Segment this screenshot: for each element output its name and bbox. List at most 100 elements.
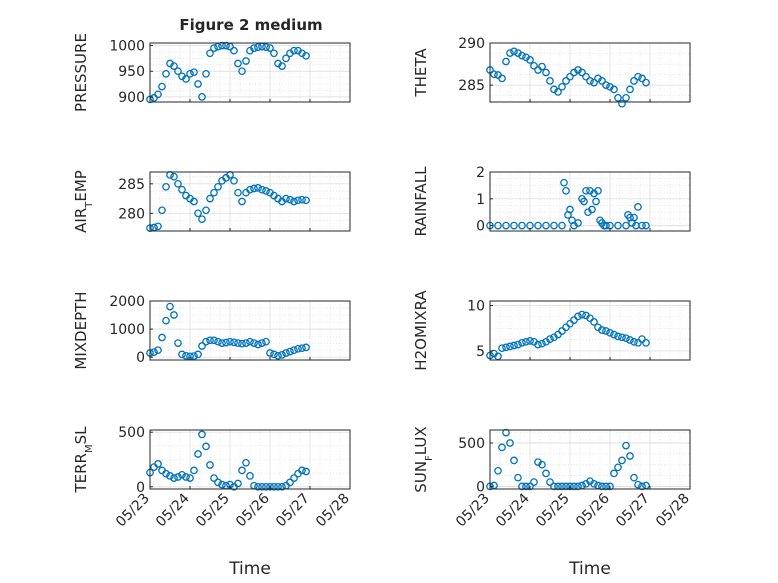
data-point: [610, 469, 618, 478]
data-point: [162, 316, 170, 325]
data-point: [158, 333, 166, 342]
data-point: [502, 428, 510, 437]
data-point: [514, 340, 522, 349]
data-point: [162, 469, 170, 478]
data-point: [170, 474, 178, 482]
data-point: [282, 54, 290, 63]
data-point: [262, 337, 270, 346]
data-point: [210, 474, 218, 482]
data-point: [202, 206, 210, 215]
data-point: [642, 221, 650, 230]
data-point: [582, 186, 590, 195]
data-point: [210, 188, 218, 197]
data-point: [206, 336, 214, 345]
data-point: [254, 482, 262, 491]
data-point: [562, 77, 570, 85]
x-tick-label: 05/25: [533, 491, 573, 531]
data-point: [602, 482, 610, 491]
data-point: [642, 78, 650, 87]
data-point: [290, 197, 298, 206]
data-point: [158, 206, 166, 215]
axes-box: [149, 429, 351, 490]
data-point: [546, 478, 554, 486]
data-point: [566, 205, 574, 214]
data-point: [258, 339, 266, 347]
data-point: [502, 343, 510, 352]
data-point: [190, 197, 198, 206]
data-point: [510, 456, 518, 465]
data-point: [262, 43, 270, 51]
data-point: [174, 179, 182, 188]
data-point: [586, 77, 594, 85]
y-tick-label: 950: [118, 64, 145, 80]
data-point: [262, 482, 270, 491]
data-point: [618, 333, 626, 342]
data-point: [170, 172, 178, 181]
y-tick-label: 900: [118, 90, 145, 106]
data-point: [290, 474, 298, 482]
axes-box: [489, 171, 691, 232]
data-point: [238, 197, 246, 206]
data-point: [574, 312, 582, 321]
y-tick-label: 10: [467, 299, 485, 315]
data-point: [542, 469, 550, 478]
data-point: [498, 74, 506, 83]
data-point: [634, 203, 642, 211]
y-tick-label: 280: [118, 206, 145, 222]
data-point: [170, 311, 178, 319]
data-point: [254, 43, 262, 51]
data-point: [502, 57, 510, 66]
data-point: [218, 41, 226, 50]
y-tick-label: 0: [476, 479, 485, 495]
data-point: [286, 347, 294, 356]
data-point: [598, 77, 606, 85]
y-tick-label: 500: [458, 436, 485, 452]
y-tick-label: 0: [136, 480, 145, 496]
subplot-7: 0 500 05/23 05/24 05/25 05/26 05/27 05/28 TERRMS…: [72, 425, 353, 579]
data-point: [270, 49, 278, 58]
data-point: [538, 460, 546, 469]
data-point: [622, 93, 630, 102]
y-axis-label: THETA: [412, 48, 430, 98]
data-point: [514, 473, 522, 482]
data-point: [302, 467, 310, 476]
data-point: [562, 482, 570, 491]
data-point: [526, 56, 534, 64]
data-point: [282, 349, 290, 357]
data-point: [630, 77, 638, 85]
data-point: [598, 326, 606, 334]
data-point: [222, 338, 230, 347]
data-point: [592, 197, 600, 206]
data-point: [250, 339, 258, 347]
subplot-4: 0 1 2 RAINFALL: [412, 165, 691, 236]
data-point: [194, 209, 202, 218]
x-tick-label: 05/28: [653, 491, 693, 531]
y-tick-label: 5: [476, 344, 485, 360]
data-point: [222, 41, 230, 50]
data-point: [154, 90, 162, 99]
data-point: [266, 44, 274, 52]
data-point: [574, 219, 582, 227]
subplot-6: 5 10 H2OMIXRA: [412, 290, 691, 371]
data-point: [166, 472, 174, 480]
x-tick-label: 05/24: [493, 490, 533, 530]
data-point: [230, 176, 238, 185]
data-point: [546, 77, 554, 85]
data-point: [302, 343, 310, 352]
data-point: [590, 318, 598, 326]
data-point: [634, 72, 642, 81]
data-point: [202, 69, 210, 78]
data-point: [298, 466, 306, 475]
data-point: [274, 351, 282, 360]
data-point: [618, 99, 626, 108]
y-tick-label: 500: [118, 425, 145, 441]
data-point: [234, 59, 242, 68]
data-point: [560, 178, 568, 187]
data-point: [290, 46, 298, 55]
y-axis-label: AIRTEMP: [72, 170, 95, 233]
x-tick-label: 05/27: [613, 491, 653, 531]
data-point: [522, 482, 530, 491]
data-point: [542, 221, 550, 230]
data-point: [210, 44, 218, 52]
data-point: [530, 478, 538, 486]
